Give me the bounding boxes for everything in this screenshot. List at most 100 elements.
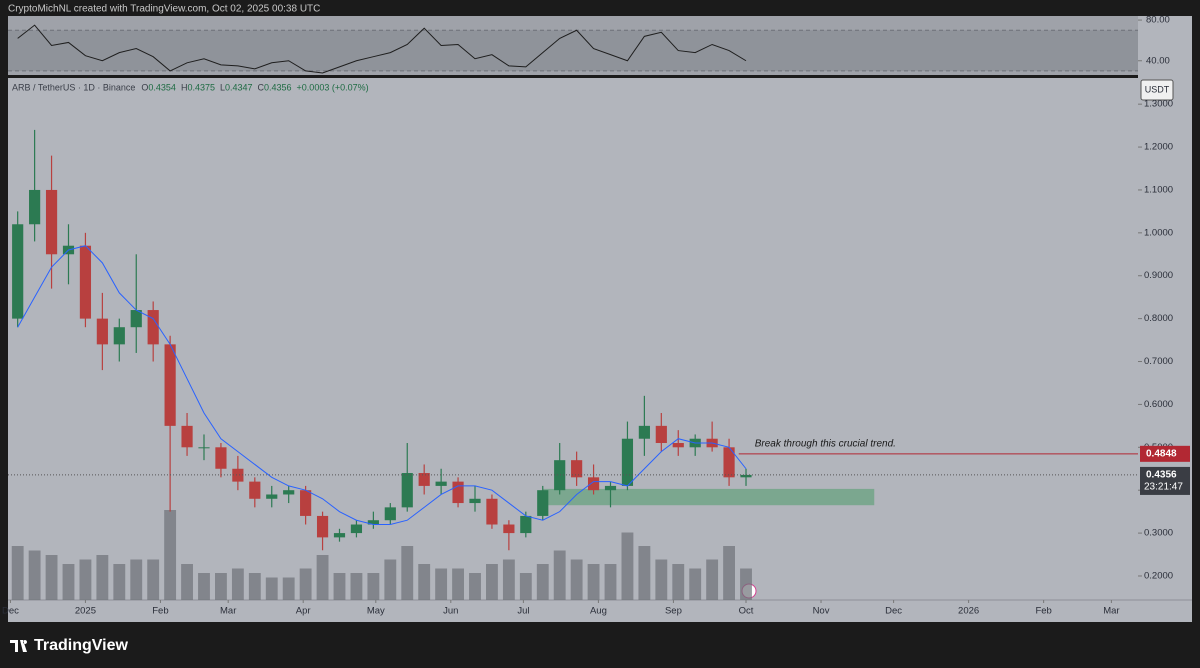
- logo: TradingView: [10, 637, 129, 654]
- volume-bar: [265, 577, 278, 600]
- annotation: Break through this crucial trend.: [755, 438, 896, 449]
- candle-body: [435, 481, 447, 486]
- candle-body: [333, 533, 346, 538]
- candle-body: [29, 189, 41, 225]
- volume-bar: [401, 546, 414, 600]
- volume-bar: [198, 573, 210, 600]
- volume-bar: [79, 559, 92, 600]
- ma-line: [17, 245, 747, 526]
- x-tick-label: 2026: [958, 606, 979, 617]
- x-tick-label: 2025: [75, 606, 96, 617]
- legend-value: +0.0003 (+0.07%): [297, 82, 369, 92]
- volume-bar: [11, 546, 24, 600]
- y-tick-label: 0.3000: [1144, 528, 1173, 539]
- time-axis: [8, 600, 1192, 622]
- candle-body: [571, 460, 583, 478]
- volume-bar: [418, 564, 431, 600]
- rsi-band: [8, 30, 1138, 71]
- candle-body: [418, 473, 430, 486]
- volume-bar: [502, 559, 515, 600]
- candle-body: [723, 447, 735, 478]
- volume-bar: [621, 532, 634, 600]
- volume-bar: [45, 555, 58, 600]
- candle-body: [266, 494, 278, 499]
- rsi-tick-label: 80.00: [1146, 15, 1170, 26]
- volume-bar: [113, 564, 126, 600]
- legend-key: O: [141, 82, 148, 92]
- candle-body: [249, 481, 261, 499]
- volume-bar: [587, 564, 600, 600]
- x-tick-label: Jun: [443, 606, 458, 617]
- volume-bar: [553, 550, 566, 600]
- volume-bar: [350, 573, 363, 600]
- legend-value: 0.4347: [225, 82, 253, 92]
- volume-bar: [231, 568, 244, 600]
- last-price-box: [1140, 466, 1190, 495]
- candle-body: [367, 520, 379, 525]
- x-tick-label: Feb: [152, 606, 168, 617]
- volume-bar: [536, 564, 549, 600]
- candle-body: [452, 481, 464, 504]
- y-tick-label: 0.7000: [1144, 356, 1173, 367]
- y-tick-label: 1.0000: [1144, 227, 1173, 238]
- volume-bar: [638, 546, 651, 600]
- y-tick-label: 1.2000: [1144, 142, 1173, 153]
- header: CryptoMichNL created with TradingView.co…: [8, 4, 320, 15]
- y-tick-label: 0.6000: [1144, 399, 1173, 410]
- candle-body: [130, 310, 142, 328]
- volume-bar: [689, 568, 702, 600]
- volume-bar: [452, 568, 464, 600]
- legend-value: 0.4375: [187, 82, 215, 92]
- volume-bar: [282, 577, 295, 600]
- rsi-tick-label: 40.00: [1146, 55, 1170, 66]
- volume-bar: [333, 573, 346, 600]
- candle-body: [672, 443, 684, 448]
- volume-bar: [130, 559, 143, 600]
- y-tick-label: 0.8000: [1144, 313, 1173, 324]
- currency-box: [1140, 79, 1174, 101]
- volume-bar: [367, 573, 380, 600]
- candle-body: [638, 425, 650, 439]
- x-tick-label: Aug: [590, 606, 607, 617]
- volume-bar: [215, 573, 227, 600]
- candle-body: [655, 425, 667, 444]
- candle-body: [181, 425, 193, 448]
- volume-bar: [62, 564, 75, 600]
- candle-body: [12, 224, 24, 319]
- price-axis: [1138, 16, 1192, 600]
- y-tick-label: 1.1000: [1144, 184, 1173, 195]
- candle-body: [401, 473, 413, 508]
- volume-bar: [316, 555, 329, 600]
- level-label: 0.4848: [1146, 448, 1177, 459]
- x-tick-label: Oct: [739, 606, 754, 617]
- candle-body: [215, 447, 227, 469]
- candle-body: [96, 318, 108, 345]
- volume-bar: [469, 573, 481, 600]
- support-zone: [542, 488, 875, 506]
- legend-key: C: [258, 82, 265, 92]
- x-tick-label: Nov: [813, 606, 830, 617]
- volume-bar: [604, 564, 617, 600]
- symbol: ARB / TetherUS · 1D · Binance: [12, 82, 135, 92]
- y-tick-label: 0.2000: [1144, 570, 1173, 581]
- volume-bar: [299, 568, 312, 600]
- volume-bar: [164, 510, 177, 600]
- legend-key: L: [220, 82, 225, 92]
- volume-bar: [486, 564, 498, 600]
- x-tick-label: May: [367, 606, 385, 617]
- candle-body: [469, 498, 481, 504]
- candle-body: [621, 438, 634, 486]
- price-pane: [8, 78, 1138, 600]
- candle-body: [79, 245, 92, 319]
- y-tick-label: 1.3000: [1144, 99, 1173, 110]
- currency: USDT: [1145, 84, 1170, 94]
- volume-bar: [181, 564, 193, 600]
- candle-body: [300, 490, 312, 516]
- candle-body: [587, 477, 600, 491]
- x-tick-label: Jul: [517, 606, 529, 617]
- y-tick-label: 0.9000: [1144, 270, 1173, 281]
- x-tick-label: Feb: [1035, 606, 1051, 617]
- candle-body: [740, 474, 752, 478]
